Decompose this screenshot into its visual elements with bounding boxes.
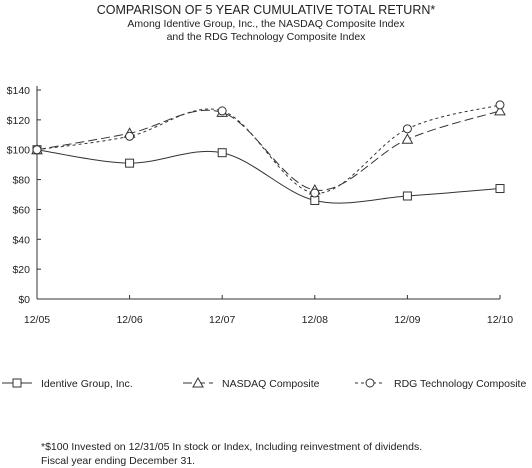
x-tick-label: 12/06 xyxy=(116,314,142,326)
data-point-square xyxy=(217,148,227,158)
series-circle xyxy=(32,100,505,198)
data-point-circle xyxy=(217,106,227,116)
series-triangle xyxy=(31,104,506,195)
data-point-circle xyxy=(32,145,42,155)
footnote-line-1: *$100 Invested on 12/31/05 In stock or I… xyxy=(41,441,423,453)
data-point-square xyxy=(402,191,412,201)
x-tick-label: 12/07 xyxy=(209,314,235,326)
data-point-circle xyxy=(495,100,505,110)
series-line xyxy=(36,109,501,191)
legend-label: RDG Technology Composite xyxy=(394,378,526,390)
x-tick-label: 12/09 xyxy=(394,314,420,326)
chart-subtitle-line-2: and the RDG Technology Composite Index xyxy=(167,31,367,43)
data-point-square xyxy=(495,184,505,194)
data-point-circle xyxy=(310,188,320,198)
y-tick-label: $40 xyxy=(12,234,30,246)
y-tick-label: $100 xyxy=(7,145,31,157)
legend: Identive Group, Inc. NASDAQ Composite RDG … xyxy=(2,376,526,390)
data-point-square xyxy=(310,195,320,205)
chart-title: COMPARISON OF 5 YEAR CUMULATIVE TOTAL RE… xyxy=(97,3,436,17)
footnote-line-2: Fiscal year ending December 31. xyxy=(41,455,196,467)
legend-marker-triangle xyxy=(192,376,204,388)
data-point-circle xyxy=(402,124,412,134)
y-tick-label: $140 xyxy=(7,85,31,97)
legend-marker-circle xyxy=(365,378,375,388)
axes: $0 $20 $40 $60 $80 $100 $120 $140 12/05 12/06 12/0… xyxy=(7,85,514,326)
data-point-square xyxy=(125,158,135,168)
series-layer xyxy=(31,100,506,205)
legend-label: NASDAQ Composite xyxy=(222,378,320,390)
y-tick-label: $80 xyxy=(12,175,30,187)
y-tick-label: $60 xyxy=(12,204,30,216)
data-point-triangle xyxy=(401,133,414,144)
series-line xyxy=(36,149,501,204)
series-line xyxy=(36,104,501,194)
x-tick-label: 12/05 xyxy=(24,314,50,326)
legend-item: NASDAQ Composite xyxy=(183,376,320,390)
legend-item: RDG Technology Composite xyxy=(355,378,526,390)
legend-item: Identive Group, Inc. xyxy=(2,378,133,390)
legend-marker-square xyxy=(12,378,22,388)
data-point-triangle xyxy=(494,104,506,116)
chart-subtitle-line-1: Among Identive Group, Inc., the NASDAQ C… xyxy=(127,18,405,30)
x-tick-label: 12/08 xyxy=(302,314,328,326)
y-tick-label: $120 xyxy=(7,115,31,127)
series-square xyxy=(32,145,505,205)
legend-label: Identive Group, Inc. xyxy=(41,378,133,390)
data-point-circle xyxy=(125,131,135,141)
y-tick-label: $0 xyxy=(18,294,30,306)
x-tick-label: 12/10 xyxy=(487,314,513,326)
y-tick-label: $20 xyxy=(12,264,30,276)
